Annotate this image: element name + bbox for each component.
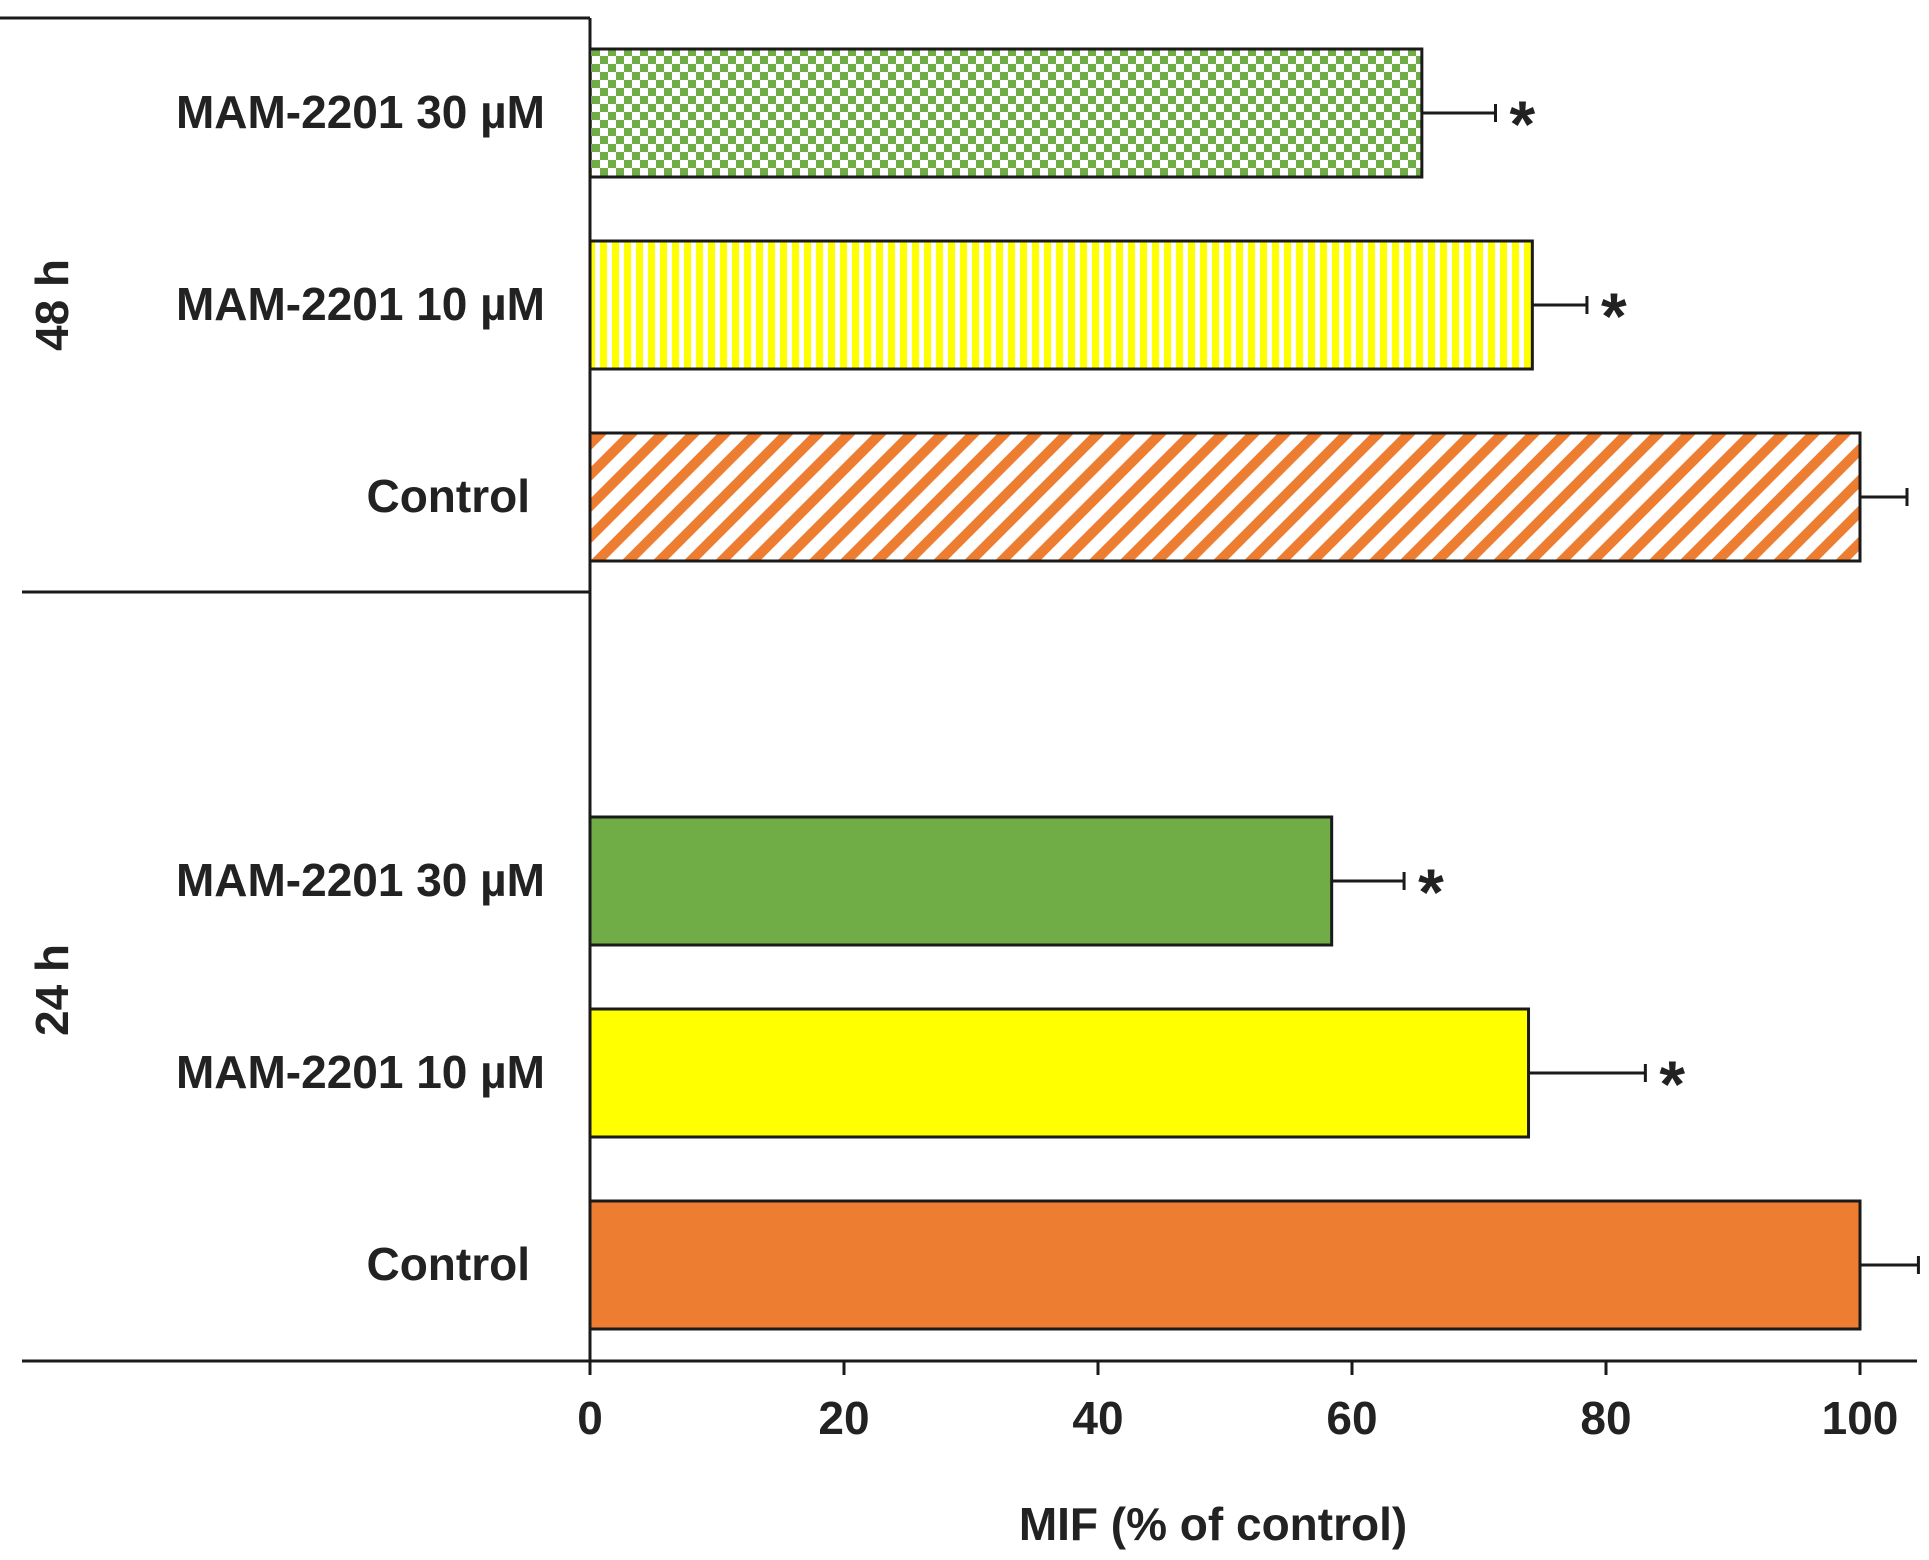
x-tick-label-20: 20 <box>818 1392 869 1444</box>
significance-marker-24h-0: * <box>1418 855 1444 929</box>
category-label-48h-30um: MAM-2201 30 µM <box>176 86 545 138</box>
x-tick-label-60: 60 <box>1326 1392 1377 1444</box>
category-label-24h-10um: MAM-2201 10 µM <box>176 1046 545 1098</box>
group-label-48h: 48 h <box>26 259 78 351</box>
group-label-24h: 24 h <box>26 944 78 1036</box>
x-tick-label-100: 100 <box>1822 1392 1899 1444</box>
category-label-48h-10um: MAM-2201 10 µM <box>176 278 545 330</box>
bar-24h-1 <box>588 1007 1531 1139</box>
category-label-24h-control: Control <box>366 1238 530 1290</box>
x-tick-label-80: 80 <box>1580 1392 1631 1444</box>
chart-marks: * * * * <box>588 47 1920 1375</box>
x-axis-title: MIF (% of control) <box>1019 1498 1407 1550</box>
x-tick-label-40: 40 <box>1072 1392 1123 1444</box>
category-label-24h-30um: MAM-2201 30 µM <box>176 854 545 906</box>
bar-48h-2 <box>588 431 1862 563</box>
bar-48h-0 <box>588 47 1424 179</box>
significance-marker-48h-0: * <box>1510 87 1536 161</box>
bar-24h-2 <box>588 1199 1862 1331</box>
bar-24h-0 <box>588 815 1334 947</box>
significance-marker-24h-1: * <box>1659 1047 1685 1121</box>
x-tick-label-0: 0 <box>577 1392 603 1444</box>
significance-marker-48h-1: * <box>1601 279 1627 353</box>
bar-48h-1 <box>588 239 1534 371</box>
category-label-48h-control: Control <box>366 470 530 522</box>
